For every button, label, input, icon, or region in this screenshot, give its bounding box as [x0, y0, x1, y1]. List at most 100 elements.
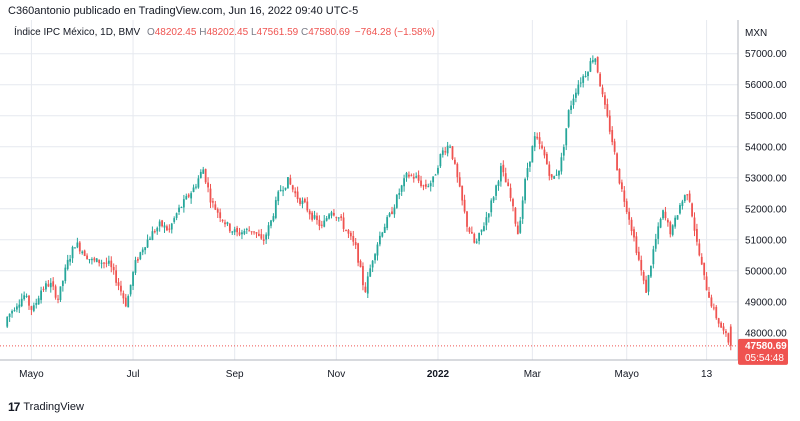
candle-body [296, 191, 299, 200]
candle-body [61, 280, 64, 287]
candle-body [577, 84, 580, 95]
last-price-tag: 47580.69 05:54:48 [738, 338, 788, 365]
candle-body [257, 233, 260, 236]
candle-body [507, 182, 510, 187]
candle-body [25, 295, 28, 297]
candle-body [616, 153, 618, 171]
candle-body [398, 192, 401, 195]
candle-body [330, 212, 333, 216]
candle-body [604, 95, 606, 105]
chart-area[interactable]: MXN 57000.00 56000.00 55000.00 54000.00 5300… [0, 20, 800, 395]
candle-body [650, 265, 652, 277]
candle-body [345, 229, 347, 231]
price-tick-label: 55000.00 [745, 111, 787, 122]
candle-body [267, 225, 270, 236]
candle-body [703, 262, 706, 276]
candle-body [410, 175, 413, 177]
candle-body [320, 224, 323, 226]
candle-body [432, 176, 435, 183]
candle-body [301, 200, 304, 204]
candle-body [601, 87, 604, 95]
tradingview-logo-icon[interactable]: 17 [8, 400, 20, 414]
candle-body [311, 212, 314, 220]
candle-body [664, 211, 667, 219]
candle-body [139, 252, 142, 260]
candle-body [197, 178, 200, 188]
candle-body [224, 222, 226, 225]
price-tick-label: 51000.00 [745, 235, 787, 246]
candle-body [478, 233, 481, 241]
candle-body [415, 176, 418, 178]
time-tick-label: Mayo [615, 369, 640, 380]
high-label: H [199, 27, 207, 38]
candle-body [499, 166, 502, 182]
candle-body [66, 259, 69, 270]
candle-body [173, 218, 176, 222]
candle-body [376, 244, 379, 256]
candle-body [23, 295, 26, 300]
brand-name[interactable]: TradingView [23, 401, 84, 413]
candle-body [553, 176, 556, 179]
candlestick-chart[interactable]: MXN 57000.00 56000.00 55000.00 54000.00 5300… [0, 20, 800, 395]
candle-body [454, 159, 456, 164]
candle-body [294, 191, 297, 194]
price-axis[interactable]: 57000.00 56000.00 55000.00 54000.00 53000.00… [745, 49, 787, 339]
candle-body [596, 56, 599, 73]
candle-body [238, 232, 241, 235]
candle-body [424, 184, 427, 187]
candle-body [533, 136, 536, 148]
candle-body [260, 234, 263, 239]
candle-body [490, 200, 493, 213]
candle-body [630, 219, 633, 231]
candle-body [54, 286, 57, 298]
price-tick-label: 50000.00 [745, 266, 787, 277]
symbol-title[interactable]: Índice IPC México, 1D, BMV [14, 27, 141, 38]
candle-body [274, 200, 277, 218]
candle-body [40, 290, 42, 300]
candle-body [403, 178, 405, 187]
candle-body [204, 169, 207, 183]
candle-body [466, 211, 468, 227]
candle-body [69, 258, 72, 262]
candle-body [722, 326, 725, 331]
candle-body [236, 227, 239, 233]
candle-body [439, 154, 442, 167]
time-tick-label: Jul [127, 369, 140, 380]
candle-body [550, 174, 553, 178]
candle-body [502, 164, 505, 173]
candle-body [543, 149, 546, 156]
grid-lines [0, 20, 738, 360]
candle-body [589, 61, 592, 72]
candle-body [393, 207, 396, 215]
candle-body [545, 153, 548, 165]
candle-body [516, 225, 519, 235]
candle-body [555, 174, 558, 176]
candle-body [686, 194, 689, 196]
candle-body [437, 167, 439, 174]
candle-body [509, 187, 512, 198]
candle-body [13, 310, 16, 312]
candle-body [683, 195, 686, 202]
time-axis[interactable]: Mayo Jul Sep Nov 2022 Mar Mayo 13 [19, 369, 712, 380]
candle-body [575, 92, 577, 98]
candle-body [473, 233, 476, 243]
candle-body [700, 256, 703, 265]
candle-body [59, 286, 62, 300]
candle-body [579, 82, 582, 84]
candle-body [166, 226, 168, 231]
candle-body [253, 231, 255, 233]
candle-body [20, 298, 23, 307]
candle-body [729, 326, 732, 346]
candle-body [168, 228, 171, 230]
candle-body [395, 194, 398, 208]
candle-body [207, 182, 209, 188]
candle-body [187, 194, 190, 197]
candle-body [287, 177, 289, 189]
candle-body [381, 232, 384, 237]
candle-body [262, 239, 265, 241]
candle-body [308, 210, 311, 215]
high-value: 48202.45 [206, 27, 249, 38]
candle-body [446, 145, 449, 154]
candle-body [531, 146, 534, 163]
candle-body [153, 231, 156, 233]
